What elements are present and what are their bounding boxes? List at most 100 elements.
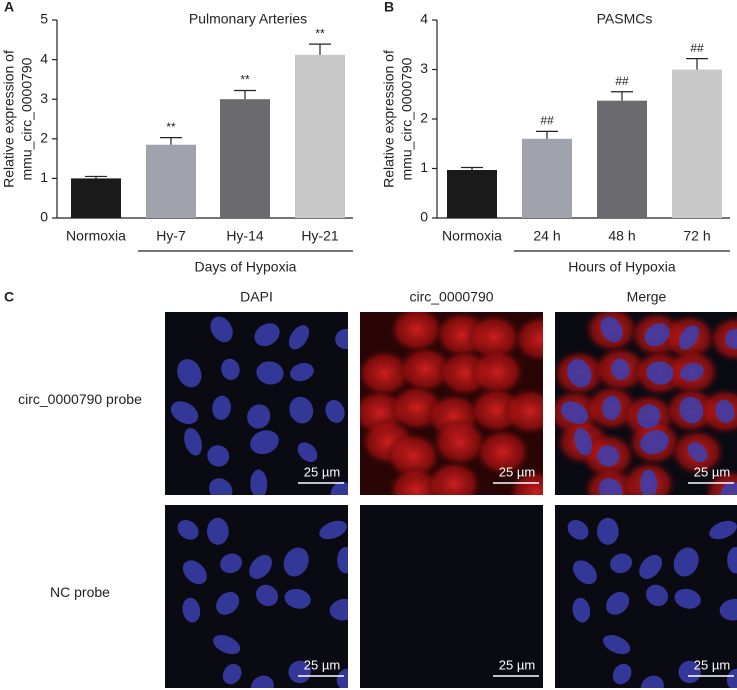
- nucleus: [720, 481, 737, 495]
- nucleus: [646, 361, 674, 385]
- nucleus: [719, 598, 737, 621]
- y-tick-label: 3: [40, 90, 48, 106]
- scale-bar: 25 µm: [688, 657, 734, 677]
- nucleus: [222, 663, 242, 685]
- y-tick-label: 2: [40, 130, 48, 146]
- cytoplasm: [385, 431, 442, 480]
- nucleus: [250, 430, 279, 455]
- nucleus: [250, 675, 274, 688]
- scale-bar-label: 25 µm: [499, 464, 535, 479]
- nucleus: [207, 445, 230, 467]
- x-tick-label: Normoxia: [66, 228, 126, 244]
- chart-title: PASMCs: [597, 11, 653, 27]
- nucleus: [330, 481, 348, 495]
- nucleus: [325, 399, 345, 423]
- nucleus: [599, 478, 623, 495]
- nucleus: [283, 547, 309, 577]
- scale-bar-label: 25 µm: [499, 657, 535, 672]
- nucleus: [679, 396, 704, 424]
- nucleus: [255, 584, 279, 607]
- nucleus: [177, 359, 202, 388]
- bar: [672, 69, 722, 218]
- nucleus: [612, 663, 632, 685]
- y-axis-label: Relative expression of: [381, 50, 397, 188]
- cytoplasm: [508, 468, 543, 495]
- scale-bar-label: 25 µm: [694, 464, 730, 479]
- significance-label: ##: [615, 74, 629, 88]
- nucleus: [709, 520, 737, 540]
- image-background: [360, 505, 543, 688]
- scale-bar: 25 µm: [493, 657, 539, 677]
- micrograph: 25 µm: [555, 505, 737, 688]
- column-header: DAPI: [240, 289, 273, 305]
- column-header: Merge: [627, 289, 667, 305]
- x-tick-label: Hy-21: [301, 228, 339, 244]
- nucleus: [602, 395, 621, 420]
- y-axis-label: mmu_circ_0000790: [19, 57, 35, 180]
- chart-title: Pulmonary Arteries: [189, 11, 307, 27]
- nucleus: [687, 442, 708, 463]
- nucleus: [726, 668, 737, 688]
- nucleus: [603, 635, 631, 655]
- cytoplasm: [468, 348, 525, 397]
- nucleus: [319, 520, 347, 540]
- nucleus: [254, 323, 280, 347]
- nucleus: [596, 517, 619, 545]
- x-tick-label: 24 h: [533, 228, 560, 244]
- bar: [146, 144, 196, 218]
- nucleus: [572, 560, 597, 585]
- nucleus: [216, 591, 240, 615]
- micrograph: 25 µm: [360, 312, 543, 495]
- nucleus: [611, 358, 630, 381]
- y-tick-label: 0: [40, 209, 48, 225]
- bar: [295, 54, 345, 219]
- significance-label: **: [315, 26, 325, 40]
- micrograph-content: [555, 505, 737, 688]
- nucleus: [184, 428, 202, 456]
- nucleus: [250, 469, 268, 495]
- nucleus: [337, 546, 348, 574]
- row-label: NC probe: [50, 584, 110, 600]
- panel-label: C: [4, 289, 14, 305]
- nucleus: [335, 328, 348, 350]
- x-tick-label: 48 h: [608, 228, 635, 244]
- nucleus: [680, 363, 704, 382]
- y-tick-label: 1: [420, 159, 428, 175]
- nucleus: [249, 554, 272, 579]
- y-tick-label: 1: [40, 169, 48, 185]
- nucleus: [288, 325, 310, 350]
- micrograph: 25 µm: [360, 505, 543, 688]
- nucleus: [247, 404, 271, 429]
- nucleus: [610, 553, 633, 574]
- cytoplasm: [425, 459, 482, 495]
- nucleus: [673, 547, 699, 577]
- significance-label: ##: [540, 114, 554, 128]
- x-tick-label: Normoxia: [442, 228, 502, 244]
- nucleus: [336, 668, 348, 688]
- nucleus: [209, 478, 233, 495]
- nucleus: [674, 588, 701, 609]
- y-tick-label: 0: [420, 209, 428, 225]
- nucleus: [678, 660, 701, 684]
- micrograph: 25 µm: [165, 312, 348, 495]
- scale-bar: 25 µm: [688, 464, 734, 484]
- nucleus: [220, 553, 243, 574]
- y-tick-label: 4: [40, 50, 48, 66]
- nucleus: [715, 399, 735, 423]
- nucleus: [560, 401, 589, 424]
- y-tick-label: 2: [420, 110, 428, 126]
- bar: [447, 169, 497, 218]
- nucleus: [213, 635, 241, 655]
- micrograph-content: [165, 505, 348, 688]
- nucleus: [645, 584, 669, 607]
- nucleus: [177, 519, 199, 540]
- scale-bar: 25 µm: [298, 657, 344, 677]
- significance-label: ##: [690, 41, 704, 55]
- nucleus: [644, 323, 670, 347]
- nucleus: [206, 517, 229, 545]
- nucleus: [289, 396, 314, 424]
- nucleus: [572, 597, 591, 623]
- nucleus: [574, 428, 592, 456]
- cytoplasm: [707, 314, 737, 363]
